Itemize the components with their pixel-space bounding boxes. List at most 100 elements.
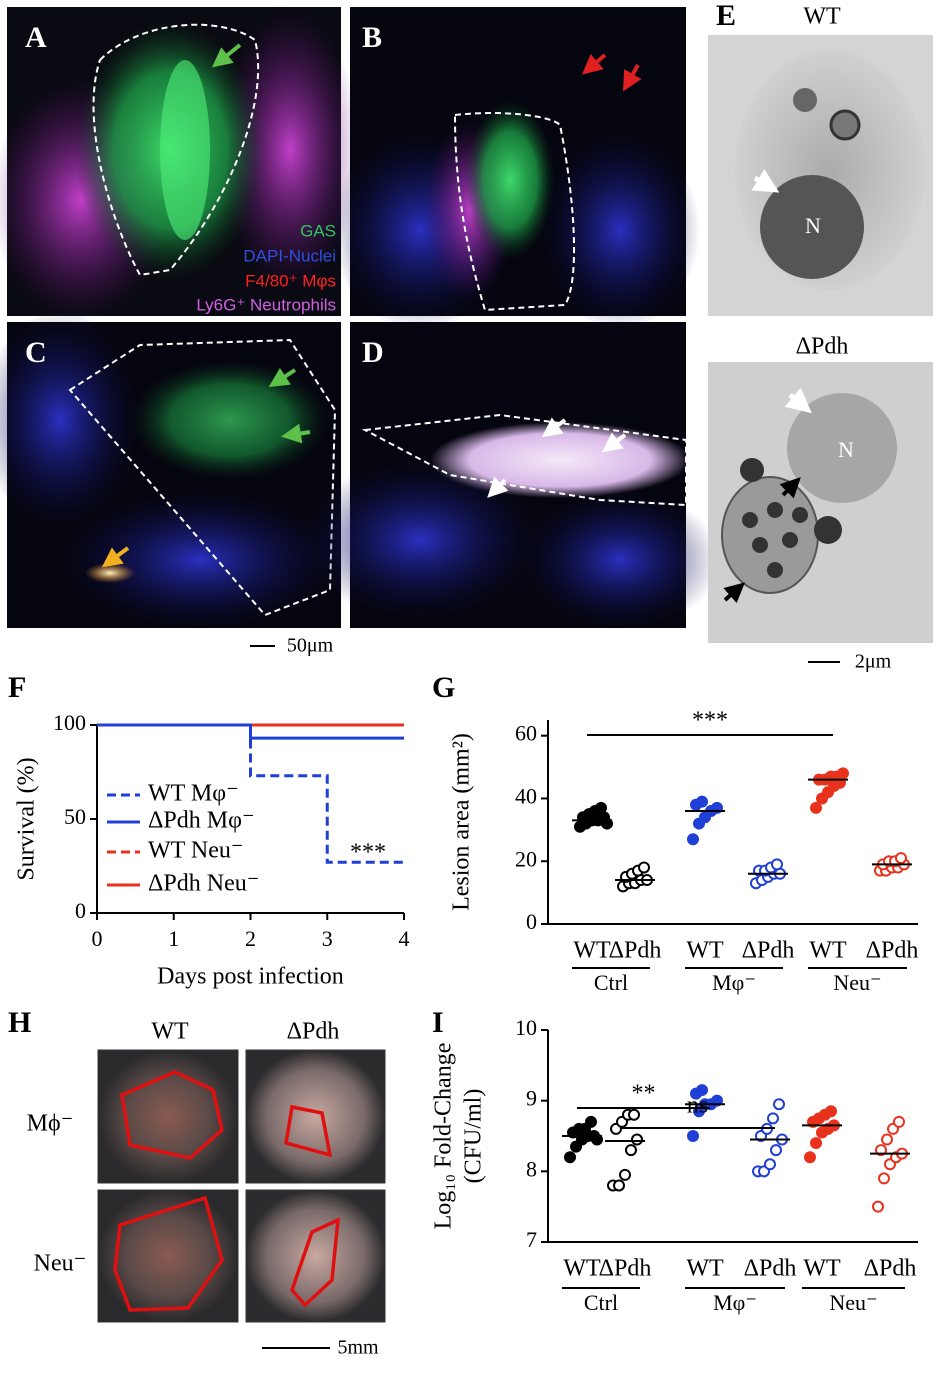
x-tick-label: ΔPdh	[599, 1256, 652, 1282]
data-point	[872, 1200, 884, 1213]
x-tick-label: ΔPdh	[864, 1256, 917, 1282]
y-axis-label: Survival (%)	[14, 757, 40, 880]
panel-label: D	[362, 336, 384, 369]
x-tick-label: WT	[803, 1256, 841, 1282]
column-label: ΔPdh	[287, 1019, 340, 1045]
data-point	[771, 858, 783, 871]
data-point	[696, 795, 708, 808]
data-point	[585, 1115, 597, 1128]
data-point	[881, 1133, 893, 1146]
panel-e-image	[708, 35, 933, 643]
data-point	[711, 1094, 723, 1107]
data-point	[687, 833, 699, 846]
annotation: ***	[692, 708, 728, 734]
panel-a-image	[0, 7, 360, 320]
x-tick-label: WT	[809, 938, 847, 964]
legend-text: Ly6G⁺ Neutrophils	[196, 295, 336, 314]
survival-line	[97, 723, 404, 740]
scale-label: 5mm	[337, 1337, 379, 1359]
y-tick-label: 10	[515, 1015, 537, 1040]
data-point	[696, 1084, 708, 1097]
y-tick-label: 40	[515, 784, 537, 809]
panel-c-image	[0, 310, 341, 630]
panel-h-images	[97, 1049, 386, 1323]
data-point	[687, 1130, 699, 1142]
annotation: ns	[687, 1093, 708, 1119]
data-point	[773, 1098, 785, 1111]
panel-label: I	[432, 1006, 444, 1039]
panel-label: E	[716, 0, 736, 32]
legend-label: ΔPdh Neu⁻	[148, 871, 259, 897]
data-point	[564, 1151, 576, 1164]
x-tick-label: 1	[168, 926, 179, 951]
data-point	[638, 861, 650, 874]
y-axis-label: (CFU/ml)	[461, 1089, 487, 1184]
x-tick-label: 0	[92, 926, 103, 951]
data-point	[837, 767, 849, 780]
x-tick-label: WT	[686, 938, 724, 964]
x-tick-label: 3	[322, 926, 333, 951]
data-point	[804, 1151, 816, 1164]
group-label: Mφ⁻	[713, 1290, 757, 1315]
column-label: ΔPdh	[796, 334, 849, 360]
data-point	[625, 1144, 637, 1157]
y-tick-label: 0	[75, 898, 86, 923]
x-axis-label: Days post infection	[157, 964, 344, 990]
data-point	[628, 1108, 640, 1121]
legend-text: F4/80⁺ Mφs	[245, 271, 336, 290]
panel-label: F	[8, 671, 26, 704]
panel-label: H	[8, 1006, 31, 1039]
row-label: Mϕ⁻	[27, 1111, 74, 1137]
x-tick-label: WT	[686, 1256, 724, 1282]
legend-label: ΔPdh Mφ⁻	[148, 808, 255, 834]
data-point	[595, 801, 607, 814]
x-tick-label: ΔPdh	[866, 938, 919, 964]
panel-d-image	[300, 322, 720, 630]
annotation: **	[632, 1081, 656, 1107]
y-tick-label: 8	[526, 1156, 537, 1181]
data-point	[810, 801, 822, 814]
data-point	[825, 1105, 837, 1118]
annotation: ***	[350, 840, 386, 866]
x-tick-label: 4	[399, 926, 410, 951]
x-tick-label: ΔPdh	[609, 938, 662, 964]
group-label: Neu⁻	[833, 970, 881, 995]
panel-label: C	[25, 336, 47, 369]
group-label: Neu⁻	[829, 1290, 877, 1315]
legend-text: DAPI-Nuclei	[243, 246, 336, 265]
y-tick-label: 7	[526, 1227, 537, 1252]
y-axis-label: Lesion area (mm²)	[449, 733, 475, 911]
y-tick-label: 60	[515, 721, 537, 746]
data-point	[810, 1137, 822, 1150]
nucleus-label: N	[838, 437, 854, 462]
panel-label: A	[25, 21, 47, 54]
data-point	[764, 1158, 776, 1171]
data-point	[895, 852, 907, 865]
group-label: Mφ⁻	[712, 970, 756, 995]
group-label: Ctrl	[594, 970, 628, 995]
row-label: Neu⁻	[34, 1251, 87, 1277]
column-label: WT	[151, 1019, 189, 1045]
y-tick-label: 9	[526, 1086, 537, 1111]
x-tick-label: ΔPdh	[742, 938, 795, 964]
panel-label: B	[362, 21, 382, 54]
group-label: Ctrl	[584, 1290, 618, 1315]
x-tick-label: WT	[573, 938, 611, 964]
data-point	[770, 1144, 782, 1157]
y-tick-label: 100	[53, 710, 86, 735]
column-label: WT	[803, 4, 841, 30]
panel-label: G	[432, 671, 455, 704]
data-point	[613, 1179, 625, 1192]
y-tick-label: 0	[526, 909, 537, 934]
legend-label: WT Neu⁻	[148, 838, 244, 864]
x-tick-label: 2	[245, 926, 256, 951]
legend-text: GAS	[300, 221, 336, 240]
data-point	[631, 1133, 643, 1146]
x-tick-label: WT	[563, 1256, 601, 1282]
scale-label: 2μm	[855, 651, 892, 673]
y-tick-label: 50	[64, 804, 86, 829]
data-point	[767, 1112, 779, 1125]
data-point	[619, 1168, 631, 1181]
